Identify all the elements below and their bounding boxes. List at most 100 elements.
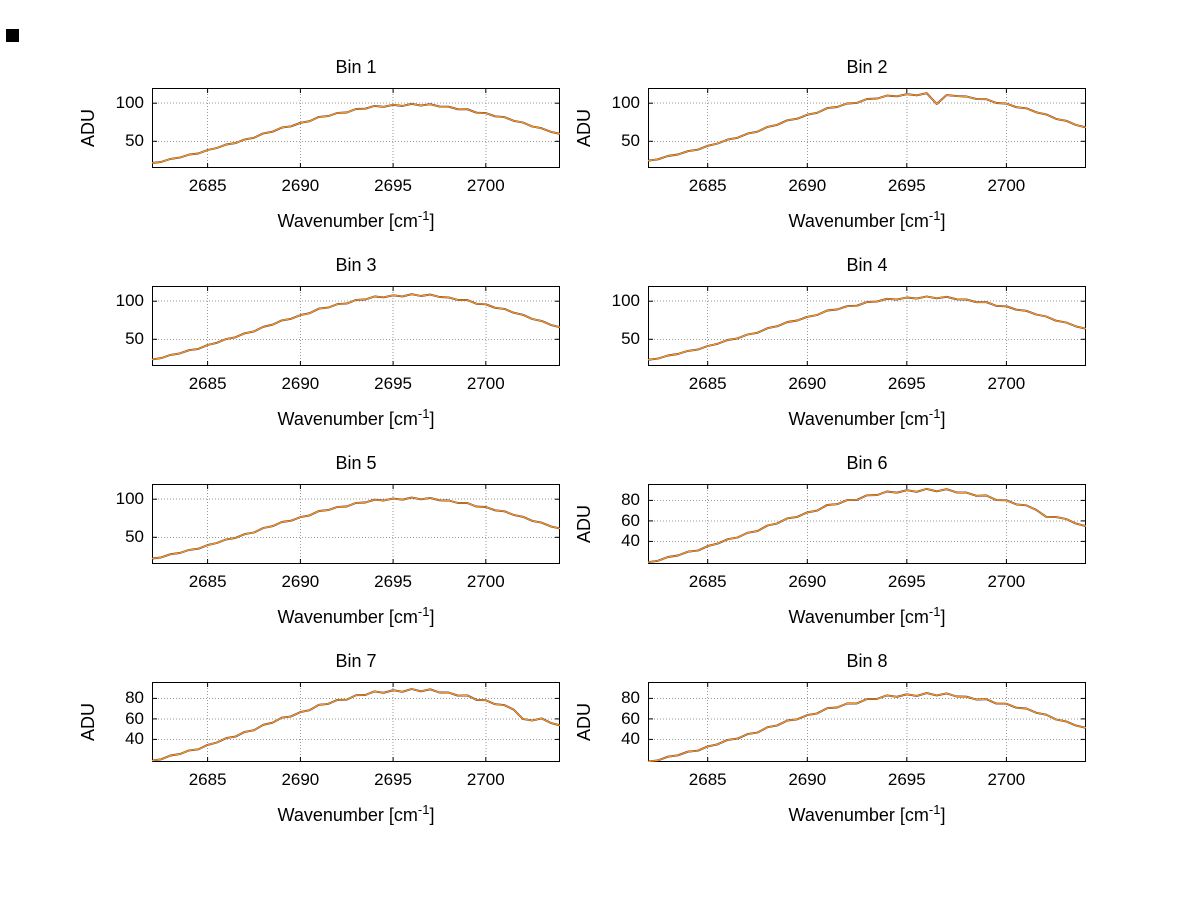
series-red [152, 103, 560, 164]
x-axis-label: Wavenumber [cm-1] [788, 802, 946, 825]
series-red [648, 295, 1086, 361]
subplot-bin-3: Bin 3 50 100 2685 2690 2695 2700 Wavenumber … [42, 250, 572, 438]
x-tick-label: 2690 [788, 374, 827, 393]
subplot-title: Bin 7 [335, 651, 377, 671]
x-tick-label: 2695 [887, 770, 926, 789]
series-red [152, 293, 560, 361]
x-tick-label: 2695 [887, 572, 926, 591]
subplot-title: Bin 6 [846, 453, 888, 473]
series-yellow [152, 103, 560, 164]
subplot-title: Bin 4 [846, 255, 888, 275]
x-tick-label: 2700 [466, 176, 505, 195]
y-tick-label: 50 [125, 131, 144, 151]
x-tick-label: 2685 [188, 572, 227, 591]
x-axis-label: Wavenumber [cm-1] [277, 208, 435, 231]
y-tick-label: 100 [115, 489, 144, 509]
plot-area [648, 484, 1086, 564]
x-tick-label: 2700 [987, 770, 1026, 789]
series-yellow [648, 296, 1086, 361]
x-tick-label: 2685 [688, 572, 727, 591]
x-tick-label: 2695 [374, 374, 412, 393]
x-tick-label: 2700 [987, 374, 1026, 393]
x-axis-label: Wavenumber [cm-1] [788, 604, 946, 627]
y-tick-label: 50 [621, 131, 640, 151]
plot-area [152, 484, 560, 564]
x-tick-label: 2685 [188, 770, 227, 789]
y-tick-label: 60 [621, 510, 640, 530]
x-axis-label: Wavenumber [cm-1] [277, 406, 435, 429]
subplot-title: Bin 2 [846, 57, 888, 77]
subplot-title: Bin 1 [335, 57, 377, 77]
y-tick-label: 50 [125, 329, 144, 349]
x-tick-label: 2690 [281, 572, 320, 591]
y-tick-label: 40 [621, 729, 640, 749]
y-tick-label: 50 [621, 329, 640, 349]
series-yellow [152, 293, 560, 360]
series-blue [152, 102, 560, 164]
y-tick-label: 60 [125, 708, 144, 728]
x-tick-label: 2695 [887, 374, 926, 393]
y-tick-label: 80 [621, 688, 640, 708]
subplot-title: Bin 8 [846, 651, 888, 671]
x-tick-label: 2700 [466, 572, 505, 591]
series-blue [648, 295, 1086, 361]
subplot-bin-5: Bin 5 50 100 2685 2690 2695 2700 Wavenumber … [42, 448, 572, 636]
series-red [152, 496, 560, 560]
subplot-bin-1: Bin 1 ADU 50 100 2685 2690 2695 2700 Wavenum… [42, 52, 572, 240]
series-yellow [648, 692, 1086, 762]
series-blue [152, 293, 560, 361]
series-red [648, 488, 1086, 563]
x-axis-label: Wavenumber [cm-1] [788, 406, 946, 429]
x-axis-label: Wavenumber [cm-1] [277, 802, 435, 825]
series-blue [152, 496, 560, 560]
plot-area [648, 682, 1086, 762]
plot-area [152, 286, 560, 366]
x-tick-label: 2700 [466, 770, 505, 789]
x-tick-label: 2685 [688, 770, 727, 789]
corner-mark [6, 29, 19, 42]
series-blue [648, 487, 1086, 564]
x-tick-label: 2690 [788, 572, 827, 591]
subplot-bin-7: Bin 7 ADU 40 60 80 2685 2690 2695 2700 Wavenu… [42, 646, 572, 834]
plot-area [648, 88, 1086, 168]
x-tick-label: 2690 [281, 176, 320, 195]
subplot-title: Bin 3 [335, 255, 377, 275]
y-tick-label: 40 [621, 531, 640, 551]
subplot-bin-2: Bin 2 ADU 50 100 2685 2690 2695 2700 Wavenum… [538, 52, 1098, 240]
y-tick-label: 100 [611, 291, 640, 311]
x-tick-label: 2685 [688, 176, 727, 195]
x-tick-label: 2695 [887, 176, 926, 195]
y-tick-label: 50 [125, 527, 144, 547]
y-tick-label: 80 [621, 490, 640, 510]
x-tick-label: 2685 [188, 176, 227, 195]
x-tick-label: 2685 [188, 374, 227, 393]
y-tick-label: 100 [115, 291, 144, 311]
plot-area [648, 286, 1086, 366]
x-tick-label: 2690 [788, 176, 827, 195]
plot-area [152, 88, 560, 168]
x-axis-label: Wavenumber [cm-1] [277, 604, 435, 627]
x-axis-label: Wavenumber [cm-1] [788, 208, 946, 231]
series-blue [648, 692, 1086, 762]
series-yellow [152, 497, 560, 559]
x-tick-label: 2685 [688, 374, 727, 393]
x-tick-label: 2700 [987, 572, 1026, 591]
series-blue [152, 688, 560, 762]
plot-area [152, 682, 560, 762]
y-tick-label: 100 [115, 93, 144, 113]
y-tick-label: 60 [621, 708, 640, 728]
x-tick-label: 2690 [281, 770, 320, 789]
series-yellow [648, 92, 1086, 162]
x-tick-label: 2700 [466, 374, 505, 393]
series-red [648, 692, 1086, 762]
subplot-title: Bin 5 [335, 453, 377, 473]
x-tick-label: 2700 [987, 176, 1026, 195]
x-tick-label: 2695 [374, 770, 412, 789]
series-red [152, 688, 560, 762]
subplot-bin-8: Bin 8 ADU 40 60 80 2685 2690 2695 2700 Wavenu… [538, 646, 1098, 834]
y-tick-label: 40 [125, 729, 144, 749]
x-tick-label: 2695 [374, 572, 412, 591]
subplot-bin-6: Bin 6 ADU 40 60 80 2685 2690 2695 2700 Wavenu… [538, 448, 1098, 636]
subplot-bin-4: Bin 4 50 100 2685 2690 2695 2700 Wavenumber … [538, 250, 1098, 438]
